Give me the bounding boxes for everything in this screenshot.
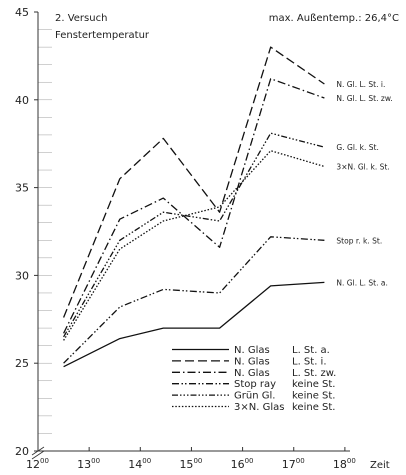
minor-gridlines bbox=[38, 29, 52, 434]
legend-entry-info: L. St. a. bbox=[292, 345, 330, 356]
chart-subtitle: Fenstertemperatur bbox=[55, 30, 150, 41]
legend-entry-name: N. Glas bbox=[234, 368, 270, 379]
legend-entry-name: N. Glas bbox=[234, 356, 270, 367]
series-end-label: Stop r. k. St. bbox=[336, 236, 382, 245]
x-tick-label: 1700 bbox=[282, 457, 305, 471]
chart-title: 2. Versuch bbox=[55, 13, 107, 24]
legend-entry-info: keine St. bbox=[292, 402, 335, 413]
series-end-labels: N. Gl. L. St. a. N. Gl. L. St. i. N. Gl. L… bbox=[336, 80, 392, 287]
x-tick-label: 1500 bbox=[179, 457, 202, 471]
legend-entry-name: N. Glas bbox=[234, 345, 270, 356]
series-lines bbox=[62, 46, 325, 368]
legend-entry-name: 3×N. Glas bbox=[234, 402, 284, 413]
series-line-4 bbox=[63, 236, 325, 364]
legend-entry-info: keine St. bbox=[292, 379, 335, 390]
legend-entry-info: L. St. zw. bbox=[292, 368, 336, 379]
series-line-3 bbox=[63, 78, 325, 334]
x-axis-label: Zeit bbox=[370, 460, 390, 471]
y-tick-label: 35 bbox=[15, 182, 29, 195]
y-tick-label: 45 bbox=[15, 6, 29, 19]
chart-note: max. Außentemp.: 26,4°C bbox=[269, 13, 399, 24]
series-line-2 bbox=[62, 46, 325, 318]
x-tick-label: 1600 bbox=[231, 457, 254, 471]
y-tick-label: 30 bbox=[15, 269, 29, 282]
x-tick-label: 1400 bbox=[128, 457, 151, 471]
series-line-6 bbox=[63, 150, 325, 341]
x-tick-label: 1800 bbox=[333, 457, 356, 471]
legend-entry-info: keine St. bbox=[292, 391, 335, 402]
y-tick-label: 40 bbox=[15, 94, 29, 107]
x-tick-label: 1200 bbox=[26, 457, 49, 471]
series-end-label: G. Gl. k. St. bbox=[336, 143, 378, 152]
y-tick-label: 25 bbox=[15, 357, 29, 370]
y-tick-label: 20 bbox=[15, 445, 29, 458]
legend-entry-info: L. St. i. bbox=[292, 356, 327, 367]
y-tick-labels: 20 25 30 35 40 45 bbox=[15, 6, 38, 458]
legend-entry-name: Stop ray bbox=[234, 379, 276, 390]
legend-entry-name: Grün Gl. bbox=[234, 391, 275, 402]
series-line-5 bbox=[63, 132, 325, 338]
series-line-1 bbox=[63, 281, 325, 368]
series-end-label: 3×N. Gl. k. St. bbox=[336, 163, 389, 172]
series-end-label: N. Gl. L. St. zw. bbox=[336, 94, 392, 103]
series-end-label: N. Gl. L. St. a. bbox=[336, 278, 387, 287]
x-tick-label: 1300 bbox=[77, 457, 100, 471]
series-end-label: N. Gl. L. St. i. bbox=[336, 80, 385, 89]
legend: N. Glas L. St. a. N. Glas L. St. i. N. Glas L… bbox=[172, 345, 336, 413]
